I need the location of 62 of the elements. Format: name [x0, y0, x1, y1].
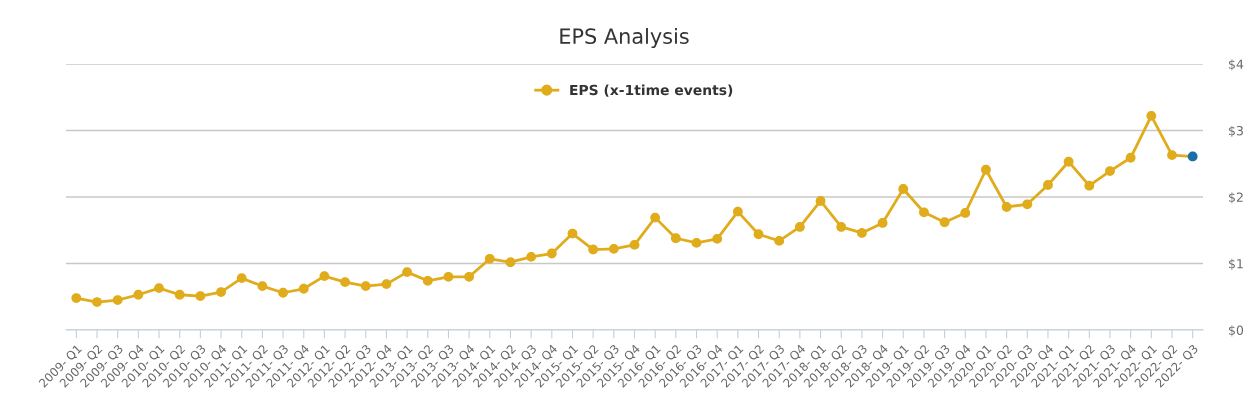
point — [526, 251, 537, 262]
y-tick-label: $4 — [1229, 59, 1244, 71]
point — [1022, 199, 1033, 210]
point — [567, 228, 578, 239]
point — [981, 164, 991, 175]
point — [836, 222, 847, 232]
y-tick-label: $1 — [1229, 258, 1243, 271]
point — [71, 293, 82, 303]
point — [278, 287, 288, 298]
point — [1187, 151, 1198, 162]
point — [402, 267, 413, 278]
point — [381, 279, 392, 290]
point — [1105, 166, 1115, 176]
point — [670, 233, 681, 244]
point — [464, 271, 475, 282]
point — [629, 239, 640, 250]
point — [1043, 180, 1053, 190]
point — [195, 291, 206, 301]
y-tick-label: $0 — [1229, 325, 1244, 337]
y-tick-label: $2 — [1229, 192, 1243, 204]
point — [319, 271, 330, 282]
point — [691, 237, 702, 248]
point — [794, 222, 805, 232]
point — [608, 243, 619, 254]
point — [960, 208, 971, 218]
point — [1001, 202, 1012, 212]
point — [774, 235, 785, 246]
point — [732, 206, 743, 217]
point — [92, 297, 102, 307]
point — [174, 289, 185, 300]
point — [712, 233, 723, 244]
point — [484, 253, 495, 264]
point — [236, 273, 247, 284]
point — [1146, 110, 1157, 121]
point — [1063, 156, 1074, 167]
point — [216, 287, 226, 297]
point — [340, 277, 350, 288]
point — [877, 218, 888, 228]
point — [422, 275, 433, 286]
point — [650, 212, 661, 223]
y-tick-label: $3 — [1229, 125, 1243, 138]
point — [112, 295, 123, 305]
point — [939, 217, 950, 228]
point — [257, 281, 268, 292]
legend-label: EPS (x-1time events) — [570, 84, 733, 97]
point — [505, 257, 516, 268]
point — [1167, 150, 1177, 161]
point — [856, 228, 867, 238]
point — [546, 248, 557, 259]
point — [919, 207, 929, 218]
point — [898, 184, 909, 194]
point — [1125, 152, 1136, 163]
point — [298, 283, 309, 294]
point — [133, 289, 144, 300]
point — [443, 271, 454, 282]
chart-title: EPS Analysis — [560, 27, 689, 49]
point — [154, 283, 164, 294]
point — [1084, 180, 1095, 191]
point — [815, 196, 826, 206]
point — [588, 244, 599, 255]
point — [360, 281, 371, 292]
point — [753, 229, 764, 240]
